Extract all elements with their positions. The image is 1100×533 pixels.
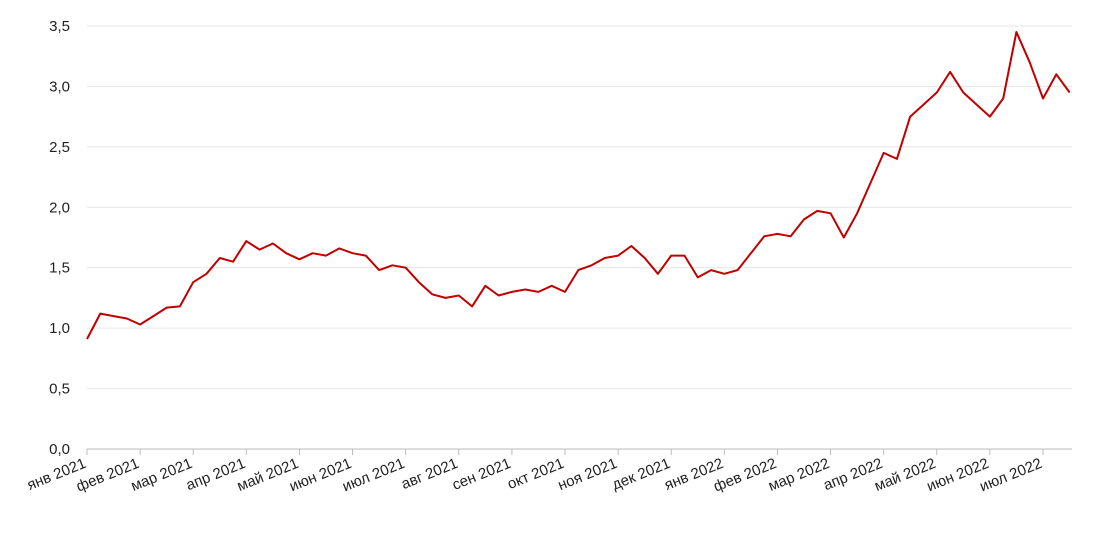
y-tick-label: 3,0 (49, 78, 70, 95)
x-tick-label: окт 2021 (505, 455, 567, 493)
x-tick-label: мар 2022 (766, 455, 832, 495)
y-tick-label: 0,5 (49, 381, 70, 398)
line (86, 31, 1071, 340)
y-tick-label: 1,0 (49, 320, 70, 337)
x-tick-label: авг 2021 (399, 455, 460, 493)
y-tick-label: 1,5 (49, 260, 70, 277)
y-tick-label: 3,5 (49, 18, 70, 35)
x-tick-label: сен 2021 (450, 455, 514, 494)
x-tick-label: дек 2021 (610, 455, 673, 494)
x-tick-label: ноя 2021 (555, 455, 619, 494)
y-tick-label: 2,5 (49, 139, 70, 156)
x-tick-label: мар 2021 (129, 455, 195, 495)
y-tick-label: 0,0 (49, 441, 70, 458)
y-tick-label: 2,0 (49, 199, 70, 216)
